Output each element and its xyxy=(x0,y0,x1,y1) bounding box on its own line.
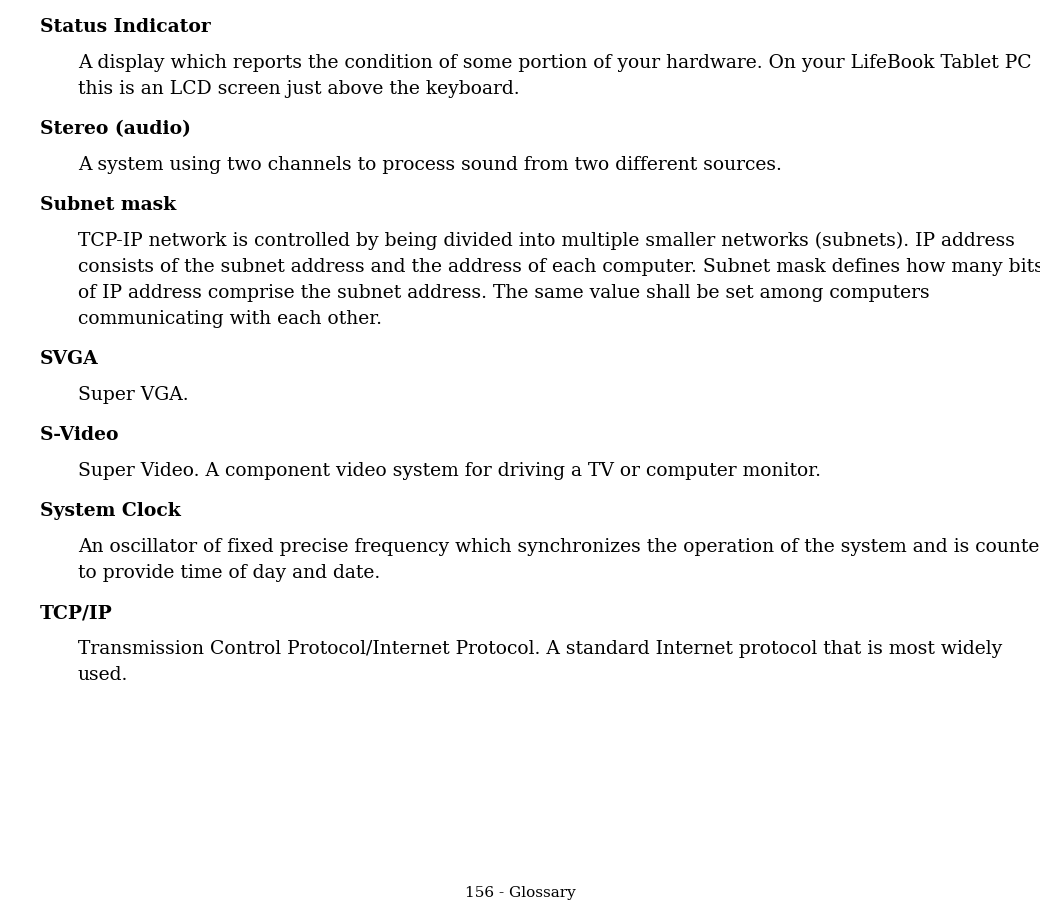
Text: Super Video. A component video system for driving a TV or computer monitor.: Super Video. A component video system fo… xyxy=(78,462,821,480)
Text: 156 - Glossary: 156 - Glossary xyxy=(465,886,575,900)
Text: to provide time of day and date.: to provide time of day and date. xyxy=(78,564,381,582)
Text: Super VGA.: Super VGA. xyxy=(78,386,188,404)
Text: An oscillator of fixed precise frequency which synchronizes the operation of the: An oscillator of fixed precise frequency… xyxy=(78,538,1040,556)
Text: Subnet mask: Subnet mask xyxy=(40,196,176,214)
Text: this is an LCD screen just above the keyboard.: this is an LCD screen just above the key… xyxy=(78,80,520,98)
Text: used.: used. xyxy=(78,666,128,684)
Text: Transmission Control Protocol/Internet Protocol. A standard Internet protocol th: Transmission Control Protocol/Internet P… xyxy=(78,640,1003,658)
Text: SVGA: SVGA xyxy=(40,350,99,368)
Text: S-Video: S-Video xyxy=(40,426,120,444)
Text: TCP/IP: TCP/IP xyxy=(40,604,112,622)
Text: of IP address comprise the subnet address. The same value shall be set among com: of IP address comprise the subnet addres… xyxy=(78,284,930,302)
Text: TCP-IP network is controlled by being divided into multiple smaller networks (su: TCP-IP network is controlled by being di… xyxy=(78,232,1015,250)
Text: Status Indicator: Status Indicator xyxy=(40,18,211,36)
Text: consists of the subnet address and the address of each computer. Subnet mask def: consists of the subnet address and the a… xyxy=(78,258,1040,276)
Text: A display which reports the condition of some portion of your hardware. On your : A display which reports the condition of… xyxy=(78,54,1032,72)
Text: A system using two channels to process sound from two different sources.: A system using two channels to process s… xyxy=(78,156,782,174)
Text: Stereo (audio): Stereo (audio) xyxy=(40,120,191,138)
Text: communicating with each other.: communicating with each other. xyxy=(78,310,382,328)
Text: System Clock: System Clock xyxy=(40,502,181,520)
